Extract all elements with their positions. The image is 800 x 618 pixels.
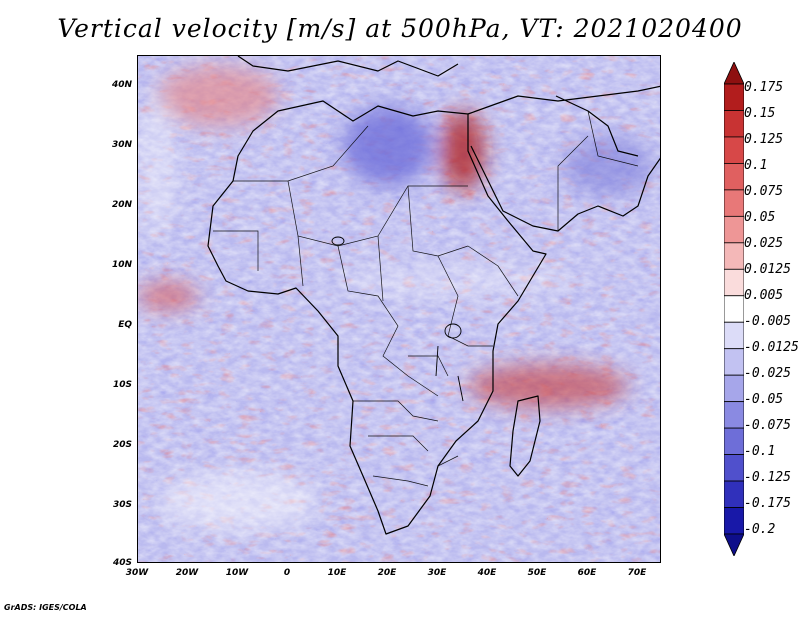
lat-label: 10N bbox=[111, 260, 132, 270]
colorbar-label: 0.15 bbox=[744, 106, 776, 121]
colorbar-swatch bbox=[724, 62, 744, 85]
colorbar-label: 0.125 bbox=[744, 132, 784, 147]
colorbar-swatch bbox=[724, 268, 744, 297]
colorbar-swatch bbox=[724, 215, 744, 244]
colorbar-swatch bbox=[724, 242, 744, 270]
colorbar-label: -0.075 bbox=[744, 418, 791, 433]
lat-label: 20S bbox=[112, 440, 132, 450]
colorbar-label: 0.0125 bbox=[744, 262, 791, 277]
lat-label: 30N bbox=[111, 140, 132, 150]
lat-label: 20N bbox=[111, 200, 132, 210]
colorbar-label: 0.075 bbox=[744, 184, 784, 199]
lon-label: 30E bbox=[427, 568, 447, 578]
lat-label: 30S bbox=[112, 500, 132, 510]
colorbar-swatch bbox=[724, 136, 744, 164]
colorbar-label: 0.175 bbox=[744, 80, 784, 95]
colorbar-label: 0.005 bbox=[744, 288, 784, 303]
colorbar-swatch bbox=[724, 163, 744, 191]
colorbar-label: -0.175 bbox=[744, 496, 791, 511]
colorbar-swatch bbox=[724, 427, 744, 455]
country-borders bbox=[213, 110, 639, 487]
lon-label: 40E bbox=[477, 568, 497, 578]
chart-title: Vertical velocity [m/s] at 500hPa, VT: 2… bbox=[57, 14, 743, 43]
colorbar-swatch bbox=[724, 401, 744, 429]
colorbar-label: -0.0125 bbox=[744, 340, 799, 355]
vertical-velocity-field bbox=[138, 56, 660, 562]
credit-text: GrADS: IGES/COLA bbox=[4, 603, 87, 612]
colorbar-label: 0.025 bbox=[744, 236, 784, 251]
colorbar-swatch bbox=[724, 507, 744, 535]
lon-label: 10W bbox=[225, 568, 249, 578]
colorbar-swatch bbox=[724, 189, 744, 217]
colorbar-swatch bbox=[724, 321, 744, 350]
colorbar-swatch bbox=[724, 83, 744, 111]
colorbar-swatch bbox=[724, 480, 744, 508]
coastlines bbox=[207, 56, 660, 535]
colorbar-swatch bbox=[724, 295, 744, 323]
lat-label: EQ bbox=[118, 320, 132, 330]
lon-label: 20E bbox=[377, 568, 397, 578]
synoptic-patches bbox=[138, 66, 653, 531]
colorbar-swatch bbox=[724, 533, 744, 556]
lat-label: 10S bbox=[112, 380, 132, 390]
lon-label: 0 bbox=[283, 568, 291, 578]
lon-label: 70E bbox=[627, 568, 647, 578]
colorbar-label: -0.025 bbox=[744, 366, 791, 381]
colorbar-label: -0.125 bbox=[744, 470, 791, 485]
colorbar-swatch bbox=[724, 348, 744, 376]
lon-label: 20W bbox=[175, 568, 199, 578]
colorbar-label: -0.1 bbox=[744, 444, 776, 459]
colorbar-swatch bbox=[724, 374, 744, 403]
colorbar bbox=[724, 62, 744, 556]
lat-label: 40S bbox=[112, 558, 132, 568]
colorbar-swatch bbox=[724, 454, 744, 482]
lon-label: 50E bbox=[527, 568, 547, 578]
colorbar-label: 0.1 bbox=[744, 158, 768, 173]
lakes bbox=[331, 236, 464, 402]
colorbar-label: -0.2 bbox=[744, 522, 776, 537]
colorbar-label: -0.05 bbox=[744, 392, 784, 407]
lon-label: 30W bbox=[125, 568, 149, 578]
lat-label: 40N bbox=[111, 80, 132, 90]
colorbar-label: -0.005 bbox=[744, 314, 791, 329]
colorbar-swatch bbox=[724, 110, 744, 138]
colorbar-label: 0.05 bbox=[744, 210, 776, 225]
map-panel bbox=[137, 55, 661, 563]
lon-label: 60E bbox=[577, 568, 597, 578]
lon-label: 10E bbox=[327, 568, 347, 578]
